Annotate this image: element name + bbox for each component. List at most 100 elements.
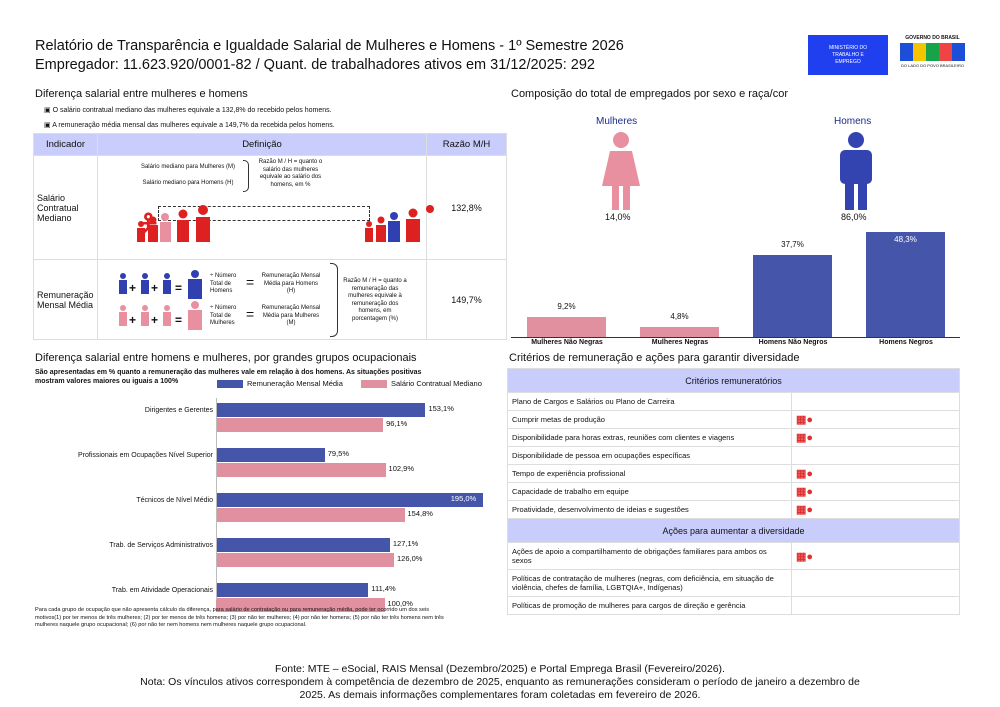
bar-salario xyxy=(216,553,394,567)
criteria-label: Cumprir metas de produção xyxy=(507,410,792,429)
data-label: 153,1% xyxy=(428,404,454,413)
building-check-icon: ▦● xyxy=(796,504,814,516)
subtitle: Empregador: 11.623.920/0001-82 / Quant. … xyxy=(35,57,595,73)
brace-icon xyxy=(243,160,249,192)
table-row: Tempo de experiência profissional ▦● xyxy=(507,464,960,483)
gov-logo-tag: DO LADO DO POVO BRASILEIRO xyxy=(901,63,964,68)
indicator-label: Remuneração Mensal Média xyxy=(33,259,98,340)
occ-section-title: Diferença salarial entre homens e mulher… xyxy=(35,352,417,364)
criteria-title: Critérios de remuneração e ações para ga… xyxy=(509,352,800,364)
women-label: Mulheres xyxy=(596,116,638,127)
category-label: Mulheres Não Negras xyxy=(531,339,603,346)
col-indicador: Indicador xyxy=(33,133,98,156)
indicator-table: Indicador Definição Razão M/H Salário Cont… xyxy=(33,133,507,340)
check-cell: ▦● xyxy=(791,428,960,447)
women-pct: 14,0% xyxy=(605,212,631,222)
bullet-2-text: A remuneração média mensal das mulheres … xyxy=(52,122,335,129)
gov-logo-mark xyxy=(900,43,965,61)
criteria-label: Ações de apoio a compartilhamento de obr… xyxy=(507,542,792,570)
building-check-icon: ▦● xyxy=(796,486,814,498)
num-homens: ÷ Número Total de Homens xyxy=(210,273,237,294)
report-title: Relatório de Transparência e Igualdade S… xyxy=(35,37,624,75)
bar xyxy=(866,232,945,337)
bar-salario xyxy=(216,598,385,612)
criteria-label: Disponibilidade para horas extras, reuni… xyxy=(507,428,792,447)
definition-cell: Salário mediano para Mulheres (M) Salári… xyxy=(97,155,434,260)
rem-homens: Remuneração Mensal Média para Homens (H) xyxy=(261,273,321,294)
def-ratio: Razão M / H = quanto a remuneração das m… xyxy=(343,278,407,322)
check-cell xyxy=(791,569,960,597)
svg-text:+: + xyxy=(151,281,158,295)
legend-swatch-blue xyxy=(217,380,243,389)
data-label: 48,3% xyxy=(894,235,917,245)
bar-salario xyxy=(216,508,405,522)
data-label: 96,1% xyxy=(386,419,408,428)
criteria-label: Plano de Cargos e Salários ou Plano de C… xyxy=(507,392,792,411)
category-label: Trab. em Atividade Operacionais xyxy=(111,587,213,594)
criteria-label: Disponibilidade de pessoa em ocupações e… xyxy=(507,446,792,465)
check-cell xyxy=(791,446,960,465)
criteria-table: Critérios remuneratórios Plano de Cargos… xyxy=(507,368,960,615)
check-cell: ▦● xyxy=(791,410,960,429)
dashed-box xyxy=(158,206,370,221)
data-label: 4,8% xyxy=(670,311,689,321)
data-label: 100,0% xyxy=(387,599,413,608)
rem-mulheres: Remuneração Mensal Média para Mulheres (… xyxy=(261,305,321,326)
data-label: 79,5% xyxy=(327,449,350,458)
ratio-value: 132,8% xyxy=(426,155,507,260)
equals-icon: = xyxy=(246,274,255,290)
building-check-icon: ▦● xyxy=(796,432,814,444)
table-row: Ações de apoio a compartilhamento de obr… xyxy=(507,542,960,570)
col-definicao: Definição xyxy=(97,133,427,156)
definition-cell: + + = + + = ÷ Número Total de Homens ÷ Número… xyxy=(97,259,427,340)
category-label: Homens Não Negros xyxy=(758,339,828,346)
bar xyxy=(753,255,832,337)
legend-label: Salário Contratual Mediano xyxy=(390,379,482,388)
man-icon xyxy=(840,132,872,210)
def-h: Salário mediano para Homens (H) xyxy=(142,180,234,186)
x-axis xyxy=(511,337,960,338)
bar-salario xyxy=(216,463,386,477)
category-label: Dirigentes e Gerentes xyxy=(144,407,213,414)
table-row: Ações para aumentar a diversidade xyxy=(507,518,960,543)
table-row: Plano de Cargos e Salários ou Plano de C… xyxy=(507,392,960,411)
woman-icon xyxy=(602,132,640,210)
check-cell: ▦● xyxy=(791,482,960,501)
data-label: 154,8% xyxy=(407,509,433,518)
building-check-icon: ▦● xyxy=(796,468,814,480)
sum-figures-icon: + + = + + = xyxy=(119,270,202,330)
bar-remuneracao xyxy=(216,538,390,552)
bar xyxy=(640,326,719,337)
svg-text:+: + xyxy=(151,313,158,327)
num-homens-text: Número Total de Homens xyxy=(210,273,237,294)
check-cell: ▦● xyxy=(791,500,960,519)
category-label: Técnicos de Nível Médio xyxy=(136,497,213,504)
ratio-value: 149,7% xyxy=(426,259,507,340)
data-label: 127,1% xyxy=(392,539,419,548)
table-row: Disponibilidade para horas extras, reuni… xyxy=(507,428,960,447)
brace-icon xyxy=(330,263,338,337)
table-row: Disponibilidade de pessoa em ocupações e… xyxy=(507,446,960,465)
data-label: 102,9% xyxy=(388,464,414,473)
occ-legend: Remuneração Mensal Média Salário Contrat… xyxy=(217,379,482,389)
indicator-label: Salário Contratual Mediano xyxy=(33,155,98,260)
data-label: 9,2% xyxy=(557,302,576,312)
check-cell: ▦● xyxy=(791,542,960,570)
criteria-label: Políticas de contratação de mulheres (ne… xyxy=(507,569,792,597)
bullet-1-text: O salário contratual mediano das mulhere… xyxy=(52,107,332,114)
building-check-icon: ▦● xyxy=(796,550,814,563)
criteria-label: Tempo de experiência profissional xyxy=(507,464,792,483)
legend-label: Remuneração Mensal Média xyxy=(247,379,343,388)
check-cell xyxy=(791,392,960,411)
table-row: Remuneração Mensal Média + + = + + = ÷ Número… xyxy=(33,259,507,340)
criteria-label: Proatividade, desenvolvimento de ideias … xyxy=(507,500,792,519)
men-label: Homens xyxy=(834,116,872,127)
table-row: Políticas de promoção de mulheres para c… xyxy=(507,596,960,615)
gov-logo: GOVERNO DO BRASIL DO LADO DO POVO BRASIL… xyxy=(895,35,970,75)
building-check-icon: ▦● xyxy=(796,414,814,426)
def-ratio: Razão M / H = quanto o salário das mulhe… xyxy=(258,159,323,188)
check-cell xyxy=(791,596,960,615)
category-label: Profissionais em Ocupações Nível Superio… xyxy=(77,452,213,459)
men-pct: 86,0% xyxy=(841,212,867,222)
data-label: 111,4% xyxy=(371,584,396,593)
